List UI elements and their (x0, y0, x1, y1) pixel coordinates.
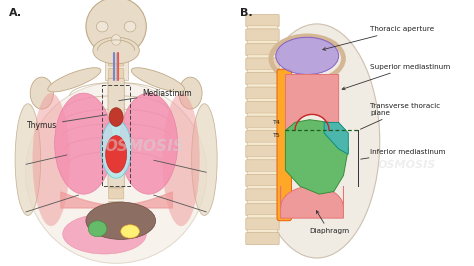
FancyBboxPatch shape (109, 135, 124, 146)
Text: A.: A. (9, 8, 22, 18)
FancyBboxPatch shape (246, 14, 279, 27)
Ellipse shape (86, 0, 146, 56)
Ellipse shape (179, 77, 202, 109)
FancyBboxPatch shape (247, 186, 277, 190)
FancyBboxPatch shape (277, 69, 292, 221)
Polygon shape (285, 74, 338, 130)
FancyBboxPatch shape (246, 232, 279, 245)
Ellipse shape (30, 77, 54, 109)
FancyBboxPatch shape (246, 43, 279, 56)
Ellipse shape (33, 93, 70, 226)
FancyBboxPatch shape (246, 218, 279, 230)
Ellipse shape (121, 225, 139, 238)
FancyBboxPatch shape (109, 161, 124, 172)
FancyBboxPatch shape (109, 55, 124, 66)
Ellipse shape (124, 21, 136, 32)
FancyBboxPatch shape (246, 29, 279, 41)
Polygon shape (324, 122, 348, 154)
FancyBboxPatch shape (109, 188, 124, 199)
FancyBboxPatch shape (109, 82, 124, 93)
FancyBboxPatch shape (247, 128, 277, 132)
FancyBboxPatch shape (246, 116, 279, 128)
FancyBboxPatch shape (247, 200, 277, 205)
Text: Thymus: Thymus (27, 115, 107, 130)
Text: OSMOSIS: OSMOSIS (377, 160, 436, 170)
Text: B.: B. (239, 8, 252, 18)
Polygon shape (285, 120, 348, 194)
FancyBboxPatch shape (247, 69, 277, 74)
FancyBboxPatch shape (108, 78, 124, 188)
FancyBboxPatch shape (246, 160, 279, 172)
Text: Diaphragm: Diaphragm (309, 211, 349, 234)
FancyBboxPatch shape (247, 229, 277, 234)
Ellipse shape (163, 93, 200, 226)
Text: Mediastinum: Mediastinum (119, 89, 192, 101)
Ellipse shape (88, 221, 107, 237)
FancyBboxPatch shape (247, 215, 277, 219)
FancyBboxPatch shape (109, 122, 124, 132)
Ellipse shape (15, 104, 41, 215)
FancyBboxPatch shape (247, 40, 277, 45)
FancyBboxPatch shape (246, 87, 279, 99)
Ellipse shape (106, 136, 127, 173)
Ellipse shape (254, 24, 380, 258)
Ellipse shape (26, 82, 207, 263)
FancyBboxPatch shape (247, 26, 277, 30)
FancyBboxPatch shape (247, 142, 277, 146)
Ellipse shape (131, 68, 184, 92)
FancyBboxPatch shape (246, 189, 279, 201)
Ellipse shape (119, 93, 178, 194)
Text: OSMOSIS: OSMOSIS (104, 139, 184, 154)
Ellipse shape (101, 120, 131, 178)
Text: T4: T4 (273, 120, 281, 125)
FancyBboxPatch shape (109, 175, 124, 186)
FancyBboxPatch shape (246, 145, 279, 157)
FancyBboxPatch shape (247, 157, 277, 161)
Ellipse shape (93, 37, 139, 64)
Ellipse shape (96, 21, 108, 32)
FancyBboxPatch shape (247, 55, 277, 59)
Ellipse shape (86, 202, 155, 239)
Ellipse shape (109, 108, 123, 126)
Ellipse shape (63, 214, 146, 254)
FancyBboxPatch shape (109, 95, 124, 106)
Text: Inferior mediastinum: Inferior mediastinum (361, 149, 446, 159)
Text: Transverse thoracic
plane: Transverse thoracic plane (361, 103, 440, 129)
Ellipse shape (55, 93, 113, 194)
FancyBboxPatch shape (246, 203, 279, 216)
FancyBboxPatch shape (247, 98, 277, 103)
Ellipse shape (276, 37, 338, 74)
FancyBboxPatch shape (246, 102, 279, 114)
FancyBboxPatch shape (109, 68, 124, 79)
FancyBboxPatch shape (246, 174, 279, 186)
FancyBboxPatch shape (109, 148, 124, 159)
FancyBboxPatch shape (247, 171, 277, 176)
FancyBboxPatch shape (109, 108, 124, 119)
FancyBboxPatch shape (247, 84, 277, 88)
FancyBboxPatch shape (104, 53, 128, 80)
FancyBboxPatch shape (247, 113, 277, 117)
Polygon shape (281, 186, 344, 218)
Text: Superior mediastinum: Superior mediastinum (342, 64, 450, 90)
Ellipse shape (111, 35, 121, 45)
Text: T5: T5 (273, 133, 281, 138)
FancyBboxPatch shape (246, 73, 279, 85)
FancyBboxPatch shape (246, 58, 279, 70)
Ellipse shape (191, 104, 217, 215)
FancyBboxPatch shape (246, 131, 279, 143)
Ellipse shape (48, 68, 101, 92)
Text: Thoracic aperture: Thoracic aperture (323, 26, 434, 50)
FancyBboxPatch shape (109, 201, 124, 212)
